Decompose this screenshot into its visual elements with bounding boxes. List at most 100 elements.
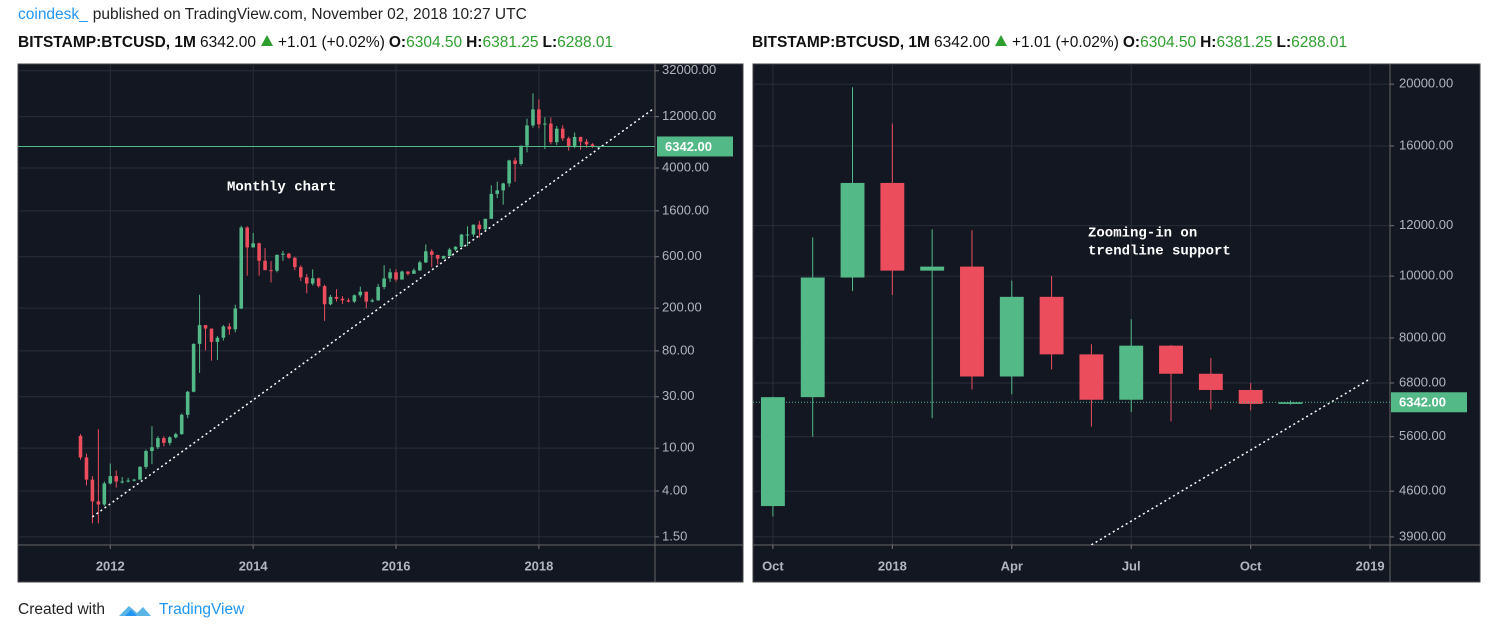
candle-body	[120, 481, 124, 483]
candle-body	[1278, 402, 1303, 404]
x-tick-label: Apr	[1001, 558, 1023, 573]
candle-body	[90, 479, 95, 502]
candle-body	[144, 451, 148, 467]
candle-body	[281, 253, 285, 255]
candle-body	[566, 138, 571, 147]
legend: BITSTAMP:BTCUSD, 1M 6342.00 +1.01 (+0.02%)…	[752, 34, 1351, 52]
candle-body	[519, 145, 523, 164]
candle-body	[960, 266, 984, 377]
candle-body	[459, 234, 464, 247]
candle-body	[471, 224, 476, 235]
candle-body	[78, 435, 83, 458]
symbol: BITSTAMP:BTCUSD, 1M	[18, 34, 196, 51]
legend: BITSTAMP:BTCUSD, 1M 6342.00 +1.01 (+0.02%)…	[18, 34, 617, 52]
plot	[18, 93, 655, 524]
candle-body	[221, 326, 226, 338]
candle-body	[215, 337, 220, 342]
y-tick-label: 80.00	[662, 342, 695, 357]
candle-body	[435, 254, 440, 259]
candle-body	[1238, 389, 1263, 404]
candle-body	[96, 501, 101, 505]
candle-body	[840, 182, 865, 278]
x-tick-label: 2012	[96, 558, 125, 573]
candle-body	[920, 266, 945, 271]
change: +1.01 (+0.02%)	[278, 34, 385, 51]
candle-body	[352, 295, 357, 302]
candle-body	[465, 234, 470, 236]
candle-body	[179, 414, 184, 435]
candle-body	[132, 479, 136, 481]
published: published on TradingView.com, November 0…	[92, 6, 527, 23]
x-tick-label: 2016	[382, 558, 411, 573]
up-arrow	[995, 35, 1007, 46]
charts: 1.50 4.00 10.00 30.00 80.00 200.00 600.00 1600.…	[17, 62, 1481, 583]
candle-body	[108, 476, 113, 484]
candle-body	[197, 325, 202, 344]
brand: TradingView	[159, 601, 245, 618]
candle-body	[501, 183, 505, 191]
up-arrow	[261, 35, 273, 46]
ohlc-value: 6288.01	[1291, 34, 1348, 51]
candle-body	[209, 328, 214, 342]
x-tick-label: Oct	[1240, 558, 1262, 573]
x-tick-label: Jul	[1122, 558, 1141, 573]
candle-body	[245, 227, 249, 248]
price: 6342.00	[199, 34, 256, 51]
price-box	[657, 136, 733, 157]
y-tick-label: 3900.00	[1399, 528, 1446, 543]
author: coindesk_	[18, 6, 88, 23]
y-tick-label: 200.00	[662, 300, 702, 315]
y-tick-label: 32000.00	[662, 62, 716, 77]
ohlc-value: 6304.50	[406, 34, 463, 51]
candle-body	[578, 136, 583, 142]
y-tick-label: 16000.00	[1399, 137, 1453, 152]
candle-body	[406, 271, 410, 274]
candle-body	[287, 253, 291, 258]
plot	[753, 87, 1390, 545]
price-box	[1391, 392, 1467, 413]
footer: Created with TradingView	[18, 600, 244, 620]
candle-body	[1159, 345, 1183, 374]
candle-body	[84, 457, 89, 480]
annotation: Monthly chart	[227, 180, 336, 196]
y-tick-label: 1600.00	[662, 202, 709, 217]
y-tick-label: 1.50	[662, 528, 687, 543]
candle-body	[364, 291, 369, 302]
ohlc-label: O:	[388, 34, 407, 51]
candle-body	[322, 286, 327, 305]
candle-body	[257, 243, 261, 261]
candle-body	[203, 325, 208, 329]
y-tick-label: 20000.00	[1399, 76, 1453, 91]
candle-body	[441, 256, 446, 259]
candle-body	[263, 260, 267, 271]
y-tick-label: 10.00	[662, 440, 695, 455]
candle-body	[513, 160, 517, 164]
candle-body	[507, 160, 511, 184]
candle-body	[388, 272, 392, 279]
candle-body	[346, 300, 351, 302]
annotation: trendline support	[1088, 244, 1231, 260]
candle-body	[150, 447, 154, 452]
ohlc-value: 6381.25	[482, 34, 539, 51]
candle-body	[412, 270, 416, 274]
y-tick-label: 4.00	[662, 482, 687, 497]
candle-body	[495, 190, 500, 194]
candle-body	[489, 193, 494, 219]
x-tick-label: 2019	[1356, 558, 1385, 573]
candle-body	[525, 125, 529, 146]
candle-body	[358, 291, 363, 296]
candle-body	[269, 270, 273, 272]
ohlc-label: H:	[1200, 34, 1217, 51]
candle-body	[334, 296, 339, 299]
candle-body	[275, 254, 279, 271]
candle-body	[316, 278, 321, 287]
candle-body	[447, 249, 452, 257]
candle-body	[293, 257, 297, 268]
candle-body	[537, 109, 541, 125]
candle-body	[168, 437, 172, 443]
ohlc-value: 6304.50	[1140, 34, 1197, 51]
candle-body	[1079, 354, 1104, 400]
candle-body	[370, 300, 375, 302]
up-arrow-shape	[995, 35, 1007, 46]
y-tick-label: 12000.00	[1399, 217, 1453, 232]
